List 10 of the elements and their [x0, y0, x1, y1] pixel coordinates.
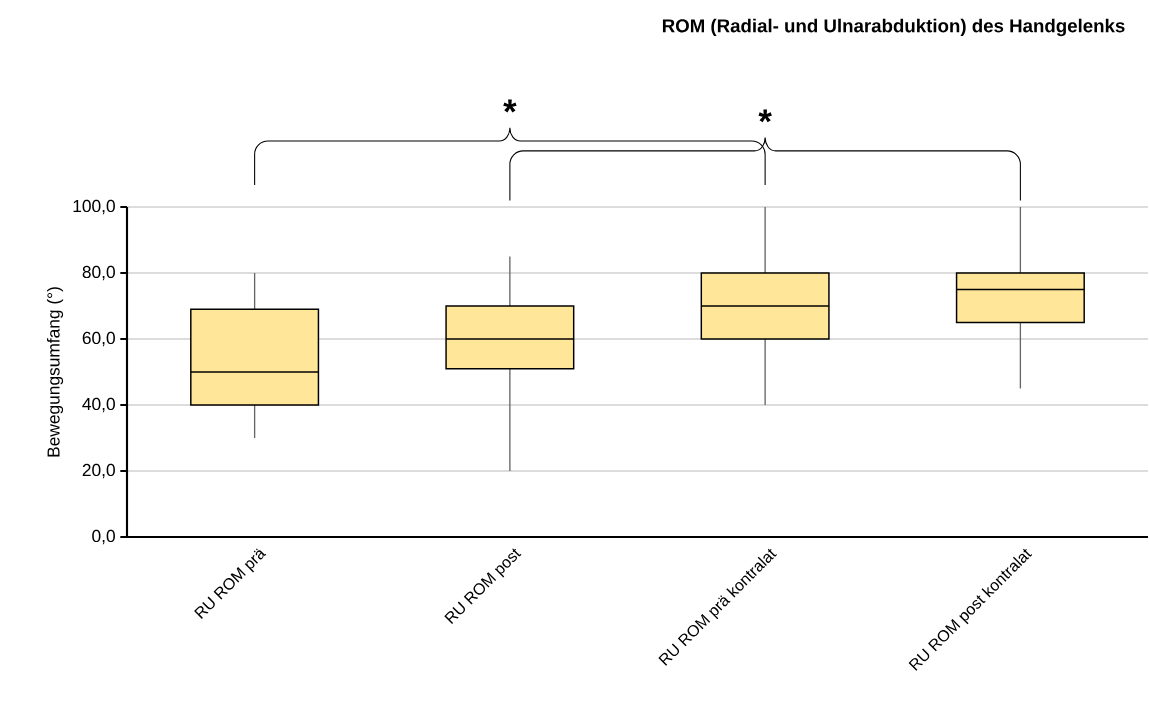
chart-title: ROM (Radial- und Ulnarabduktion) des Handgelenks [662, 18, 1125, 37]
y-tick-label: 0,0 [92, 529, 115, 545]
text: * [758, 109, 772, 123]
y-tick-label: 60,0 [82, 331, 115, 347]
y-tick-label: 100,0 [73, 199, 115, 215]
y-tick-label: 80,0 [82, 265, 115, 281]
y-tick-label: 40,0 [82, 397, 115, 413]
y-tick-label: 20,0 [82, 463, 115, 479]
text: * [503, 99, 517, 113]
y-axis-title: Bewegungsumfang (°) [46, 287, 64, 457]
